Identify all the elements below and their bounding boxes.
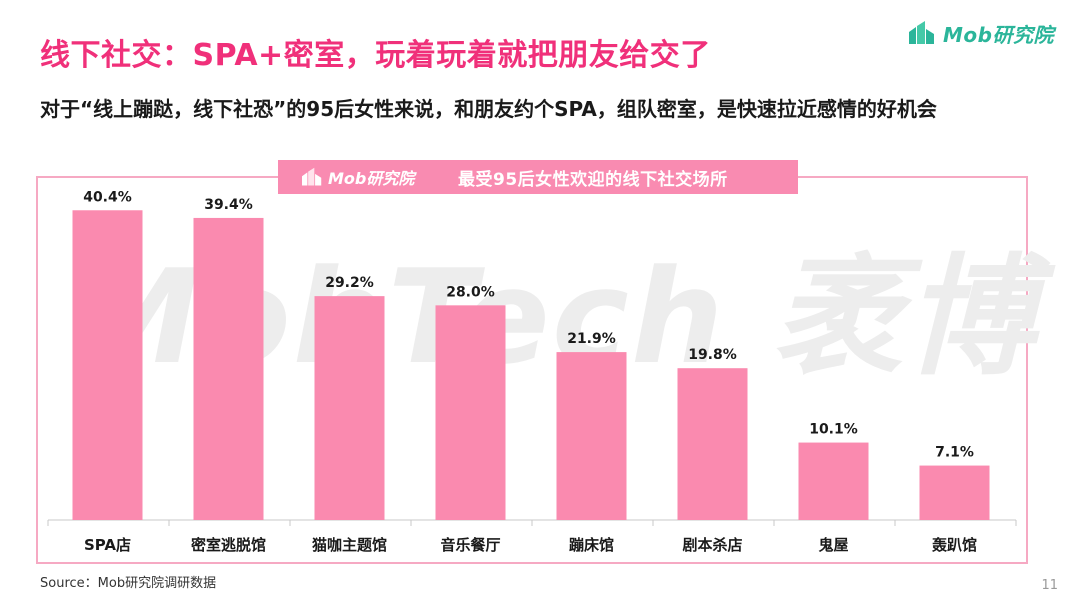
brand-name: Mob研究院 — [943, 22, 1054, 47]
bar — [798, 442, 869, 520]
bar-data-label: 21.9% — [567, 331, 616, 347]
bar-data-label: 40.4% — [83, 189, 132, 205]
bar-chart: 40.4% SPA店 39.4% 密室逃脱馆 29.2% 猫咖主题馆 28.0% 音乐餐厅 21… — [47, 189, 1017, 554]
x-tick-label: SPA店 — [84, 536, 131, 554]
x-tick-label: 蹦床馆 — [569, 536, 614, 554]
bar-data-label: 28.0% — [446, 284, 495, 300]
x-tick-label: 密室逃脱馆 — [191, 536, 266, 554]
building-logo-icon — [302, 167, 322, 186]
bar — [556, 352, 627, 520]
chart-header: Mob研究院 最受95后女性欢迎的线下社交场所 — [278, 160, 798, 194]
x-tick-label: 鬼屋 — [818, 536, 848, 554]
bar — [314, 296, 385, 520]
page-number: 11 — [1041, 578, 1058, 593]
bar — [919, 465, 990, 520]
x-tick-label: 剧本杀店 — [682, 536, 742, 554]
chart-title: 最受95后女性欢迎的线下社交场所 — [458, 169, 728, 190]
source-note: Source：Mob研究院调研数据 — [40, 576, 217, 591]
brand-logo: Mob研究院 — [907, 16, 1054, 50]
x-tick-label: 轰趴馆 — [931, 536, 977, 554]
chart-header-logo: Mob研究院 — [300, 165, 438, 189]
bar — [677, 368, 748, 520]
page-subtitle: 对于“线上蹦跶，线下社恐”的95后女性来说，和朋友约个SPA，组队密室，是快速拉… — [40, 97, 937, 121]
x-tick-label: 猫咖主题馆 — [312, 536, 387, 554]
bar-data-label: 19.8% — [688, 347, 737, 363]
bar-data-label: 29.2% — [325, 275, 374, 291]
chart-header-logo-text: Mob研究院 — [328, 169, 415, 188]
bar-data-label: 10.1% — [809, 422, 858, 438]
page-title: 线下社交：SPA+密室，玩着玩着就把朋友给交了 — [40, 38, 711, 73]
bar-data-label: 39.4% — [204, 197, 253, 213]
bar — [193, 217, 264, 520]
bar-data-label: 7.1% — [935, 445, 974, 461]
bar — [435, 305, 506, 520]
bar — [72, 210, 143, 520]
x-tick-label: 音乐餐厅 — [440, 536, 500, 554]
building-logo-icon — [909, 21, 935, 44]
